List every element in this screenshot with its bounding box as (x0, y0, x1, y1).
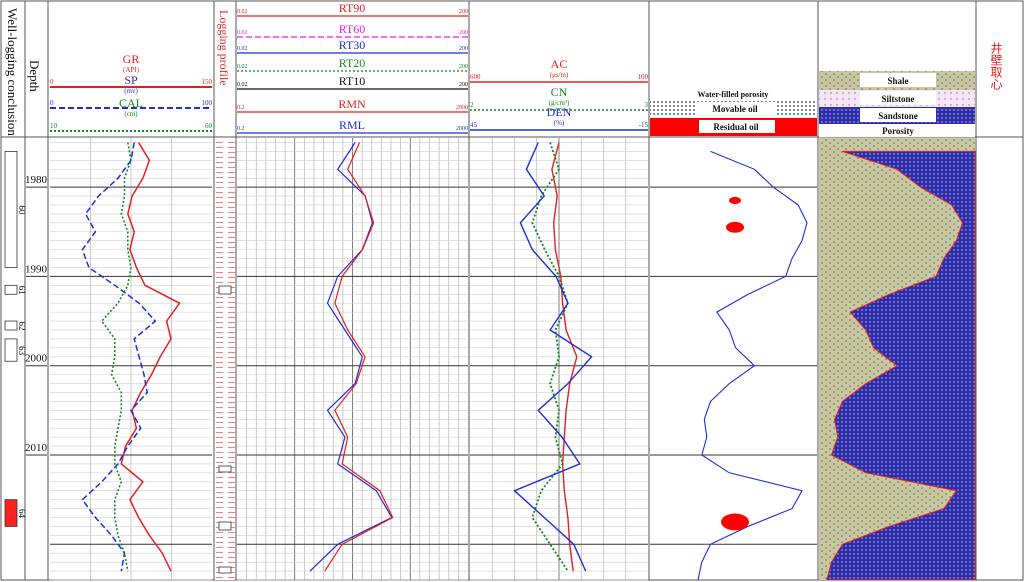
min-rt10: 0.02 (237, 82, 248, 88)
max-cal: 60 (205, 122, 213, 130)
min-rml: 0.2 (237, 126, 245, 132)
depth-label: 2000 (25, 353, 48, 365)
conclusion-label: 63 (17, 346, 27, 356)
track-grids (50, 138, 817, 581)
depth-label: 1990 (25, 263, 48, 275)
profile-fill (215, 138, 235, 580)
unit-den: (%) (554, 119, 565, 127)
max-rt10: 200 (459, 82, 468, 88)
profile-title: Logging profile (217, 10, 231, 86)
conclusion-label: 60 (17, 205, 27, 215)
min-rt20: 0.02 (237, 64, 248, 70)
min-gr: 0 (50, 78, 54, 86)
max-ac: 100 (638, 73, 649, 81)
legend-rt90: RT90 (339, 1, 366, 15)
max-sp: 100 (202, 99, 213, 107)
profile-marker (218, 465, 232, 473)
max-gr: 150 (202, 78, 213, 86)
core-title: 井壁取心 (989, 42, 1003, 90)
profile-marker (218, 566, 232, 574)
min-rt90: 0.02 (237, 9, 248, 15)
fluid-movable: Movable oil (712, 104, 758, 114)
lith-porosity: Porosity (882, 126, 914, 136)
max-rt20: 200 (459, 64, 468, 70)
max-rmn: 2000 (456, 105, 468, 111)
max-rt60: 200 (459, 30, 468, 36)
residual-oil-zone (726, 221, 744, 233)
depth-label: 1980 (25, 174, 48, 186)
curve-cn (531, 142, 569, 572)
conclusion-band (4, 320, 18, 331)
track4-header: AC(μs/m) 600 100 CN(g/cm³) 2 3 DEN(%) 45 -15 (470, 57, 649, 131)
curve-ac (551, 142, 578, 572)
lith-shale: Shale (887, 76, 908, 86)
fluid-legend: Water-filled porosity Movable oil Residu… (650, 87, 817, 136)
conclusion-label: 61 (17, 286, 27, 295)
lithology-legend: Shale Siltstone Sandstone Porosity (819, 71, 975, 137)
unit-cal: (cm) (124, 110, 138, 118)
conclusion-band (4, 499, 18, 527)
conclusion-band (4, 150, 18, 268)
max-rml: 2000 (456, 126, 468, 132)
lith-sandstone: Sandstone (878, 111, 918, 121)
unit-gr: (API) (123, 66, 140, 74)
min-sp: 0 (50, 99, 54, 107)
curve-water-porosity (697, 150, 808, 581)
curve-sp (81, 142, 157, 572)
residual-oil-zone (721, 513, 749, 531)
legend-rmn: RMN (338, 97, 366, 111)
lithology-track (215, 138, 976, 581)
legend-gr: GR (123, 52, 140, 66)
legend-rt30: RT30 (339, 38, 366, 52)
min-den: 45 (470, 121, 478, 129)
curve-rt (309, 142, 393, 572)
max-cn: 3 (645, 101, 649, 109)
unit-sp: (mv) (124, 87, 138, 95)
lith-siltstone: Siltstone (881, 94, 914, 104)
conclusion-title: Well-logging conclusion (5, 8, 20, 136)
max-rt30: 200 (459, 46, 468, 52)
depth-title: Depth (27, 60, 42, 92)
legend-rml: RML (339, 118, 365, 132)
profile-marker (218, 285, 232, 295)
conclusion-track: 60 61 62 63 64 (4, 150, 27, 527)
legend-den: DEN (547, 105, 572, 119)
curve-rmn (324, 142, 394, 572)
conclusion-label: 62 (17, 322, 27, 331)
legend-rt20: RT20 (339, 56, 366, 70)
max-rt90: 200 (459, 9, 468, 15)
legend-cn: CN (551, 85, 568, 99)
log-curves (81, 142, 808, 581)
profile-marker (218, 521, 232, 531)
depth-label: 2010 (25, 442, 48, 454)
min-ac: 600 (470, 73, 481, 81)
conclusion-band (4, 284, 18, 295)
min-cal: 10 (50, 122, 58, 130)
curve-gr (120, 142, 181, 572)
min-rt30: 0.02 (237, 46, 248, 52)
porosity-area (826, 150, 976, 581)
legend-ac: AC (551, 57, 568, 71)
fluid-water: Water-filled porosity (698, 90, 769, 99)
track1-header: GR(API) 0 150 SP(mv) 0 100 CAL(cm) 10 60 (50, 52, 213, 132)
curve-cal (100, 142, 132, 572)
legend-rt10: RT10 (339, 74, 366, 88)
legend-rt60: RT60 (339, 22, 366, 36)
legend-cal: CAL (119, 96, 143, 110)
depth-axis: 1980 1990 2000 2010 (25, 174, 48, 456)
legend-sp: SP (124, 73, 138, 87)
min-rt60: 0.02 (237, 30, 248, 36)
unit-ac: (μs/m) (550, 71, 569, 79)
track3-header: RT90 0.02 200 RT60 0.02 200 RT30 0.02 200 RT20 0.0… (237, 1, 468, 134)
min-rmn: 0.2 (237, 105, 245, 111)
min-cn: 2 (470, 101, 474, 109)
unit-cn: (g/cm³) (549, 99, 570, 107)
conclusion-band (4, 338, 18, 362)
curve-den (513, 142, 593, 572)
fluid-residual: Residual oil (713, 122, 759, 132)
max-den: -15 (639, 121, 649, 129)
residual-oil-zone (729, 196, 741, 205)
conclusion-label: 64 (17, 509, 27, 518)
